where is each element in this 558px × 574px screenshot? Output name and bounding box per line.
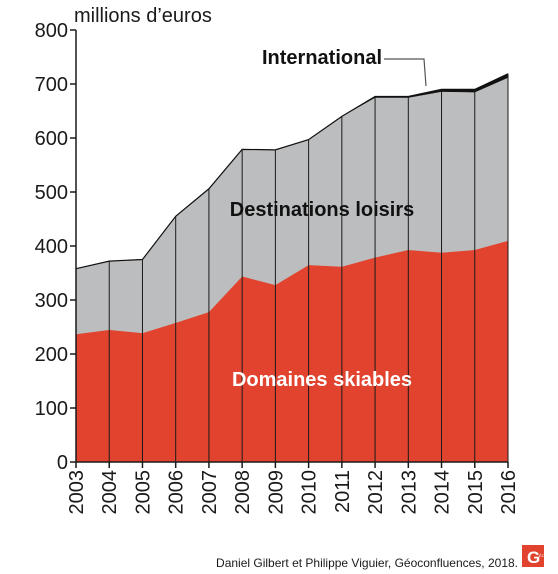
- stack-top-line: [75, 73, 509, 270]
- x-tick-labels: 2003 2004 2005 2006 2007 2008 2009 2010 2011 2012…: [66, 462, 520, 515]
- y-tick-label: 500: [35, 182, 68, 204]
- y-tick-label: 600: [35, 128, 68, 150]
- y-tick-label: 0: [57, 452, 68, 474]
- series-label-destinations-loisirs: Destinations loisirs: [230, 199, 415, 221]
- x-tick-label: 2006: [166, 470, 188, 515]
- x-tick-label: 2014: [432, 470, 454, 515]
- series-label-domaines-skiables: Domaines skiables: [232, 369, 412, 391]
- area-layer: [75, 73, 509, 463]
- x-tick-label: 2011: [332, 470, 354, 513]
- x-tick-label: 2003: [66, 470, 88, 515]
- svg-text:G: G: [527, 548, 540, 567]
- y-tick-label: 300: [35, 290, 68, 312]
- y-tick-label: 200: [35, 344, 68, 366]
- x-tick-label: 2007: [199, 470, 221, 515]
- y-tick-label: 700: [35, 74, 68, 96]
- series-label-international: International: [262, 47, 382, 69]
- x-tick-label: 2004: [99, 470, 121, 515]
- y-tick-label: 400: [35, 236, 68, 258]
- svg-text:ÉO: ÉO: [539, 553, 545, 558]
- international-leader-line: [384, 58, 427, 87]
- y-axis-unit-label: millions d’euros: [74, 5, 212, 27]
- geoconfluences-logo: G ÉO: [522, 545, 545, 567]
- y-tick-labels: 0 100 200 300 400 500 600 700 800: [35, 20, 76, 474]
- x-tick-label: 2013: [398, 470, 420, 515]
- x-tick-label: 2016: [498, 470, 520, 515]
- source-credit: Daniel Gilbert et Philippe Viguier, Géoc…: [216, 556, 518, 570]
- x-tick-label: 2008: [232, 470, 254, 515]
- x-tick-label: 2012: [365, 470, 387, 515]
- x-tick-label: 2005: [132, 470, 154, 515]
- x-tick-label: 2015: [465, 470, 487, 515]
- y-tick-label: 100: [35, 398, 68, 420]
- y-tick-label: 800: [35, 20, 68, 42]
- x-tick-label: 2009: [265, 470, 287, 515]
- x-tick-label: 2010: [299, 470, 321, 515]
